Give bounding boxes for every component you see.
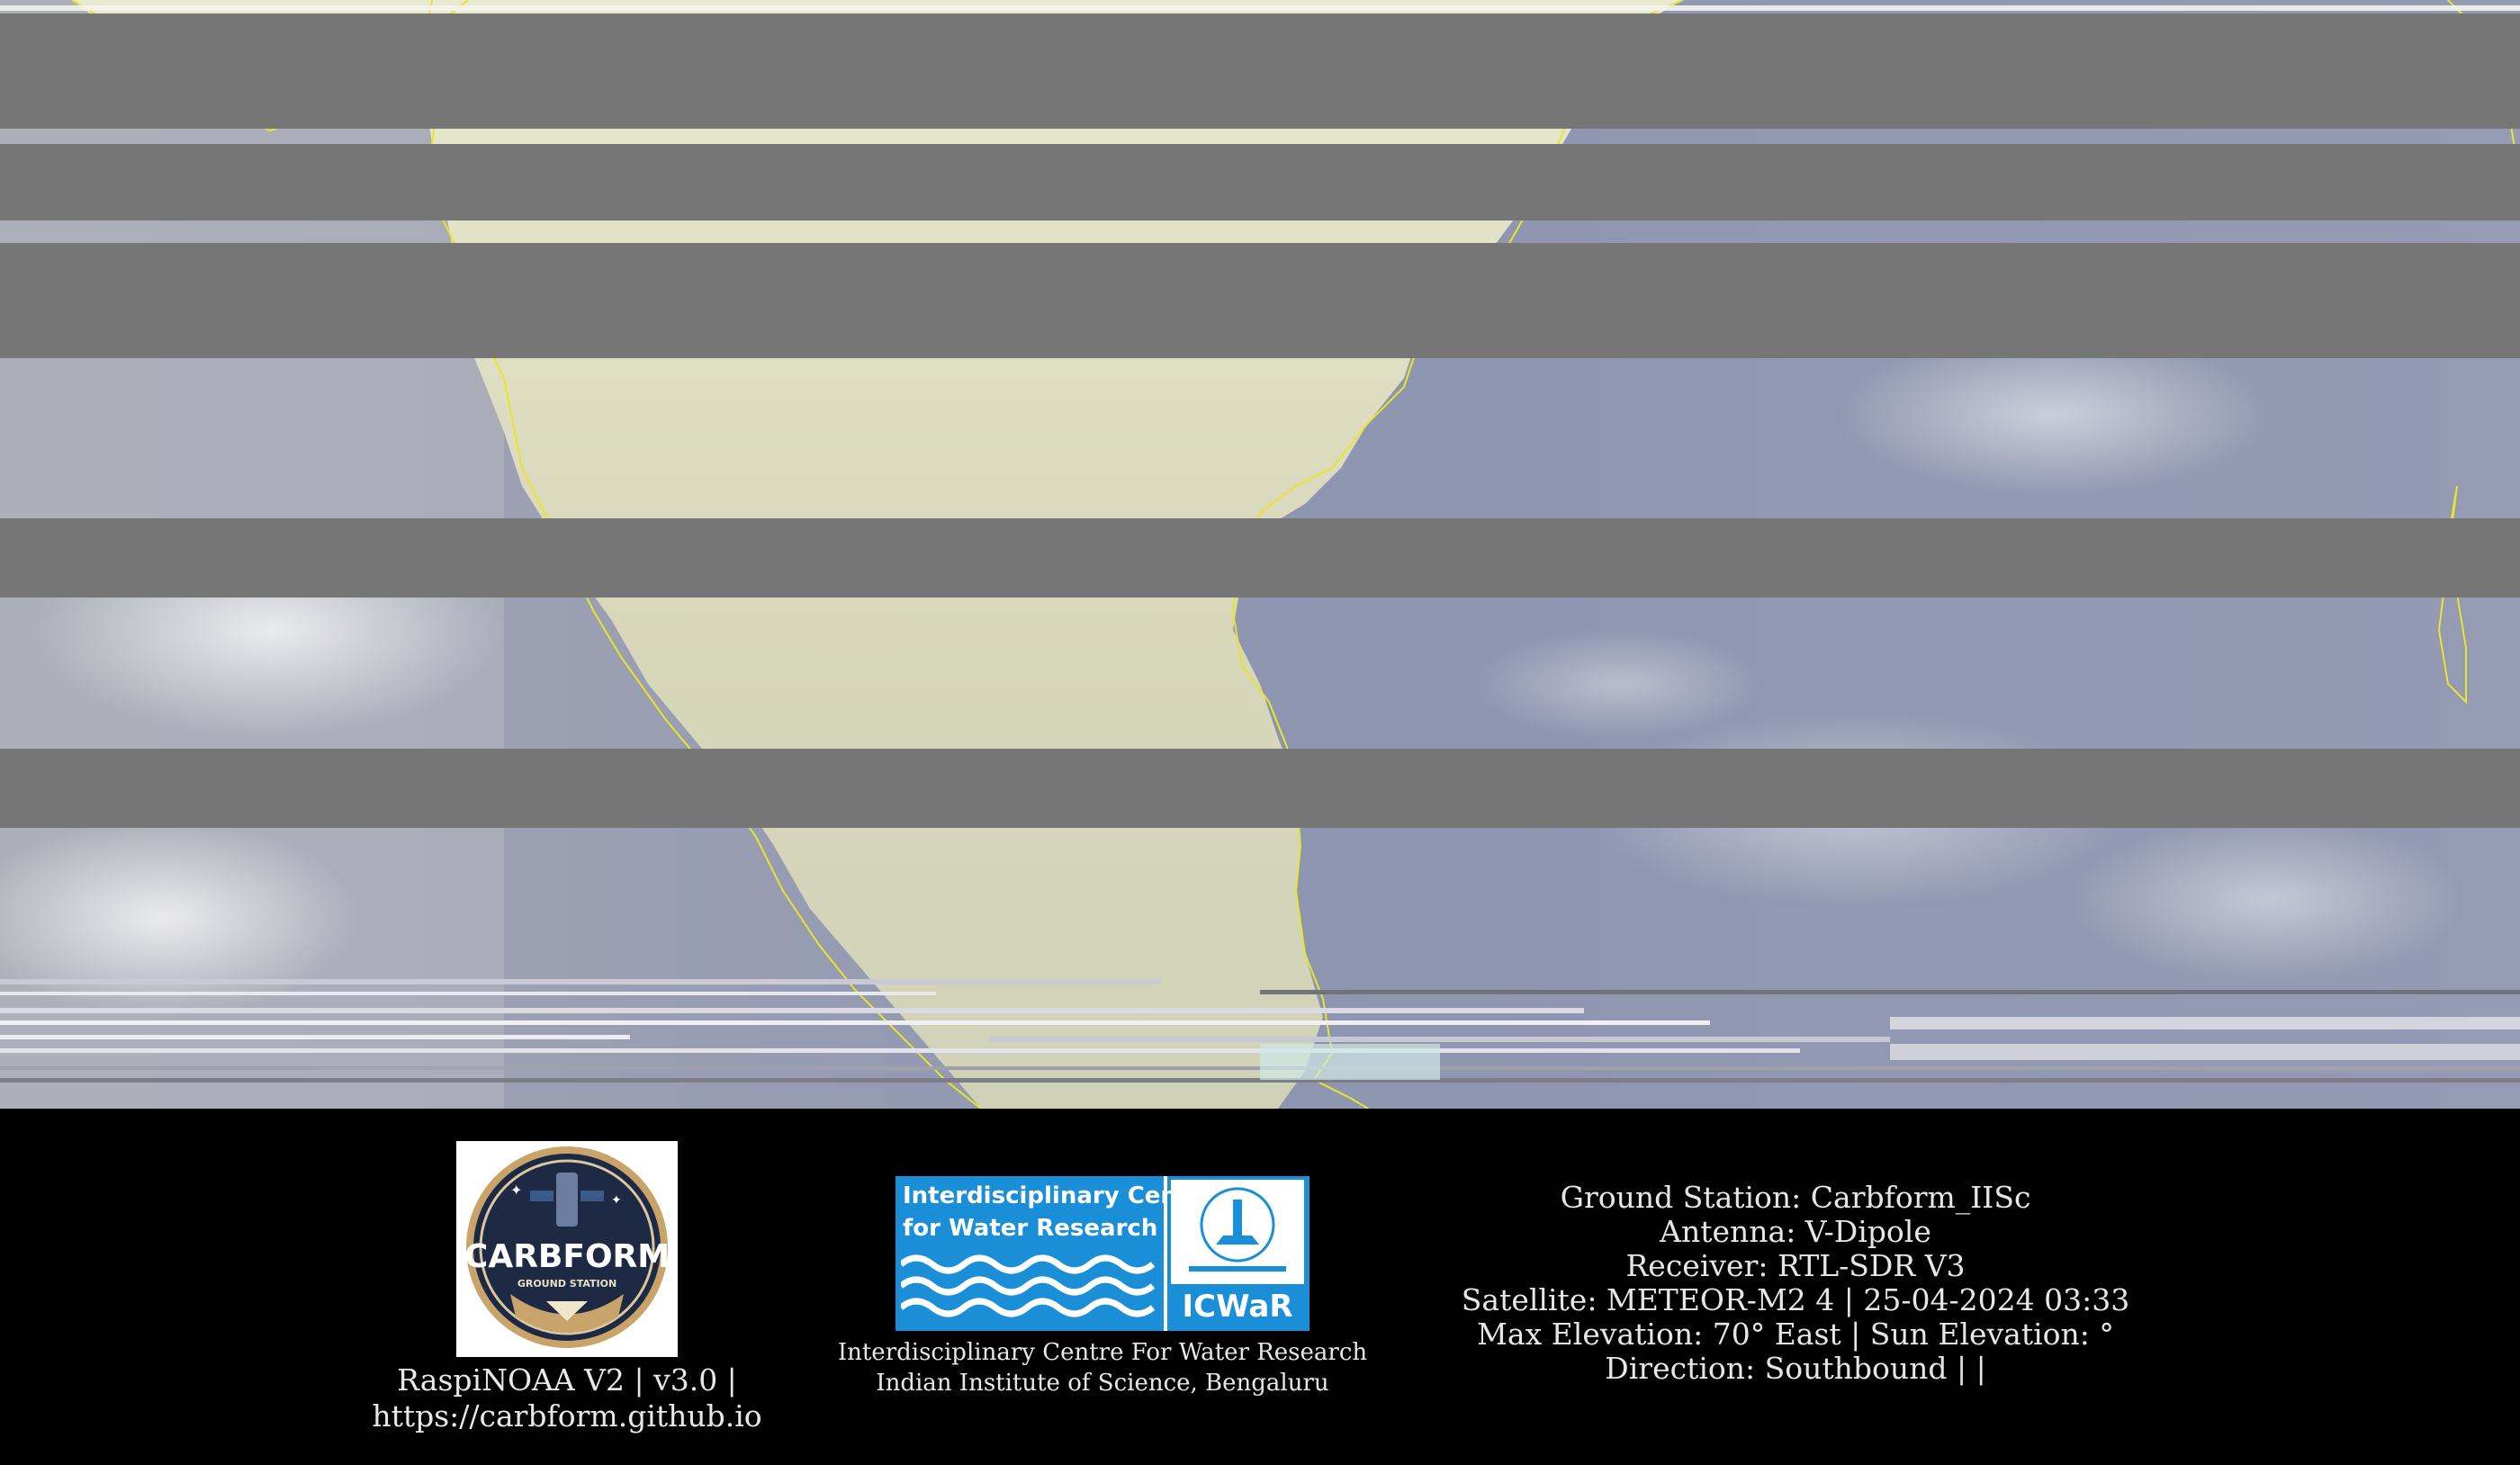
icwar-badge: ICWaR xyxy=(1182,1289,1293,1325)
carbform-caption: RaspiNOAA V2 | v3.0 | https://carbform.g… xyxy=(342,1362,792,1434)
scan-line-noise xyxy=(0,979,2520,1083)
carbform-caption-line1: RaspiNOAA V2 | v3.0 | xyxy=(397,1362,737,1398)
direction-text: Direction: Southbound | | xyxy=(1605,1351,1986,1386)
icwar-logo-text: Interdisciplinary Centre for Water Resea… xyxy=(903,1180,1216,1245)
icwar-logo-line1: Interdisciplinary Centre xyxy=(903,1182,1216,1209)
satellite-image xyxy=(0,0,2520,1109)
carbform-logo-text: CARBFORM xyxy=(464,1238,670,1275)
carbform-logo: ✦ ✦ CARBFORM GROUND STATION xyxy=(456,1141,678,1357)
station-info: Ground Station: Carbform_IISc Antenna: V… xyxy=(1346,1181,2246,1386)
elevation-text: Max Elevation: 70° East | Sun Elevation:… xyxy=(1477,1317,2114,1352)
water-waves-icon xyxy=(901,1254,1156,1317)
signal-gaps xyxy=(0,13,2520,828)
iisc-emblem-icon xyxy=(1189,1187,1286,1272)
svg-text:✦: ✦ xyxy=(611,1193,622,1208)
svg-text:✦: ✦ xyxy=(510,1182,522,1199)
icwar-caption: Interdisciplinary Centre For Water Resea… xyxy=(810,1337,1395,1398)
iisc-emblem xyxy=(1171,1180,1304,1284)
receiver-text: Receiver: RTL-SDR V3 xyxy=(1625,1248,1966,1283)
satellite-text: Satellite: METEOR-M2 4 | 25-04-2024 03:3… xyxy=(1461,1282,2130,1317)
icwar-caption-line2: Indian Institute of Science, Bengaluru xyxy=(876,1370,1329,1397)
antenna-text: Antenna: V-Dipole xyxy=(1660,1214,1931,1249)
icwar-logo: Interdisciplinary Centre for Water Resea… xyxy=(896,1176,1310,1331)
carbform-caption-line2: https://carbform.github.io xyxy=(372,1398,762,1434)
ground-station-text: Ground Station: Carbform_IISc xyxy=(1560,1180,2031,1215)
icwar-caption-line1: Interdisciplinary Centre For Water Resea… xyxy=(837,1339,1368,1366)
footer: ✦ ✦ CARBFORM GROUND STATION RaspiNOAA V2… xyxy=(0,1109,2520,1465)
icwar-logo-line2: for Water Research xyxy=(903,1215,1158,1242)
carbform-logo-subtext: GROUND STATION xyxy=(518,1278,616,1290)
